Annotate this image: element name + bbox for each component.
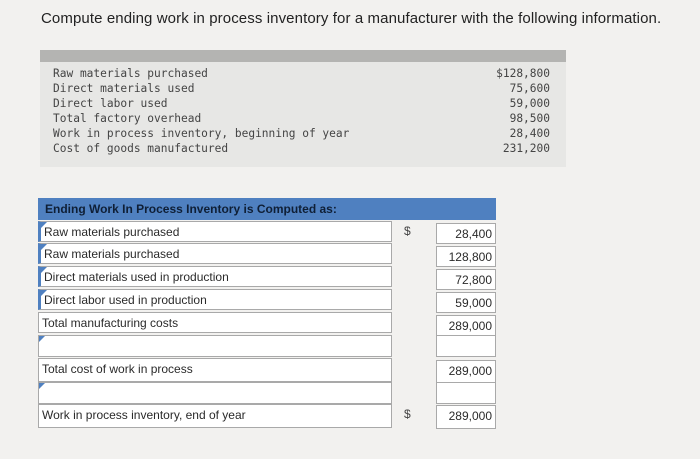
amount-text: 59,000 [455, 296, 492, 310]
currency-symbol: $ [398, 404, 436, 425]
currency-text: $ [404, 224, 411, 238]
row-label-text: Raw materials purchased [44, 225, 180, 239]
amount-input[interactable] [436, 335, 496, 357]
currency-symbol [398, 312, 436, 333]
row-label-dropdown[interactable] [38, 382, 392, 404]
currency-symbol [398, 266, 436, 287]
amount-input[interactable]: 72,800 [436, 269, 496, 290]
currency-symbol [398, 289, 436, 310]
row-label-dropdown[interactable] [38, 335, 392, 357]
given-values: $128,800 75,600 59,000 98,500 28,400 231… [496, 66, 550, 156]
currency-symbol: $ [398, 221, 436, 242]
given-value: 231,200 [502, 142, 550, 155]
question-text: Compute ending work in process inventory… [41, 10, 662, 27]
table-header: Ending Work In Process Inventory is Comp… [38, 198, 496, 220]
given-label: Total factory overhead [53, 112, 202, 125]
given-value: $128,800 [496, 67, 550, 80]
given-value: 28,400 [509, 127, 550, 140]
amount-text: 289,000 [448, 364, 492, 378]
amount-input[interactable]: 128,800 [436, 246, 496, 267]
amount-input[interactable] [436, 382, 496, 404]
given-value: 59,000 [509, 97, 550, 110]
amount-text: 289,000 [448, 319, 492, 333]
amount-input[interactable]: 59,000 [436, 292, 496, 313]
given-value: 75,600 [509, 82, 550, 95]
amount-text: 128,800 [448, 250, 492, 264]
given-data-panel: Raw materials purchased Direct materials… [40, 50, 566, 167]
row-label-text: Work in process inventory, end of year [42, 408, 246, 422]
currency-symbol [398, 335, 436, 356]
amount-input[interactable]: 28,400 [436, 223, 496, 244]
given-labels: Raw materials purchased Direct materials… [53, 66, 349, 156]
given-label: Direct labor used [53, 97, 168, 110]
row-label-text: Raw materials purchased [44, 247, 180, 261]
computation-table: Ending Work In Process Inventory is Comp… [38, 198, 496, 429]
currency-symbol [398, 358, 436, 379]
given-data-header-bar [40, 50, 566, 62]
amount-input[interactable]: 289,000 [436, 360, 496, 384]
row-label-total-manufacturing[interactable]: Total manufacturing costs [38, 312, 392, 333]
currency-text: $ [404, 407, 411, 421]
row-label-text: Direct materials used in production [44, 270, 229, 284]
amount-input[interactable]: 289,000 [436, 405, 496, 429]
amount-text: 28,400 [455, 227, 492, 241]
currency-symbol [398, 382, 436, 403]
row-label-dropdown[interactable]: Raw materials purchased [38, 221, 392, 242]
currency-symbol [398, 243, 436, 264]
row-label-text: Total cost of work in process [42, 362, 193, 376]
given-label: Raw materials purchased [53, 67, 208, 80]
row-label-total-wip[interactable]: Total cost of work in process [38, 358, 392, 382]
row-label-dropdown[interactable]: Direct materials used in production [38, 266, 392, 287]
amount-input[interactable]: 289,000 [436, 315, 496, 336]
row-label-dropdown[interactable]: Direct labor used in production [38, 289, 392, 310]
row-label-dropdown[interactable]: Raw materials purchased [38, 243, 392, 264]
given-label: Direct materials used [53, 82, 195, 95]
given-label: Cost of goods manufactured [53, 142, 229, 155]
amount-text: 72,800 [455, 273, 492, 287]
table-header-text: Ending Work In Process Inventory is Comp… [45, 202, 337, 216]
row-label-wip-end[interactable]: Work in process inventory, end of year [38, 404, 392, 428]
given-label: Work in process inventory, beginning of … [53, 127, 350, 140]
given-value: 98,500 [509, 112, 550, 125]
amount-text: 289,000 [448, 409, 492, 423]
row-label-text: Direct labor used in production [44, 293, 207, 307]
row-label-text: Total manufacturing costs [42, 316, 179, 330]
